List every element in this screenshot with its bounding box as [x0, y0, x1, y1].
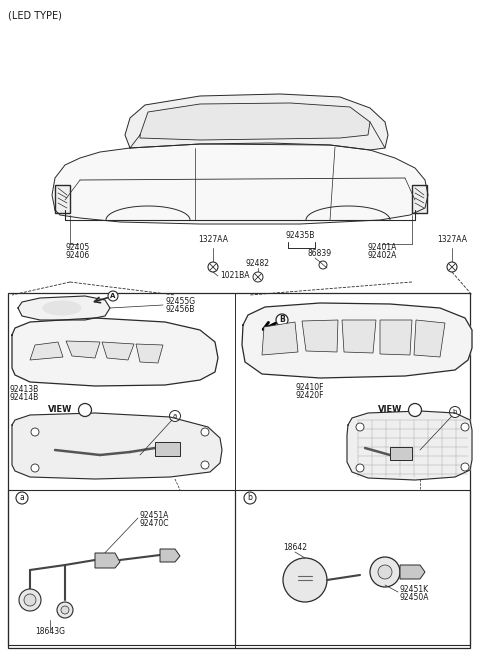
Text: 92413B: 92413B	[10, 386, 39, 394]
Circle shape	[447, 262, 457, 272]
Text: b: b	[453, 409, 457, 415]
Circle shape	[31, 464, 39, 472]
Polygon shape	[342, 320, 376, 353]
Polygon shape	[12, 413, 222, 479]
Text: 92470C: 92470C	[140, 518, 169, 528]
Bar	[55, 185, 70, 213]
Text: 92435B: 92435B	[285, 231, 315, 240]
Text: 1327AA: 1327AA	[198, 235, 228, 244]
Text: 92456B: 92456B	[165, 306, 194, 315]
Text: 92451K: 92451K	[400, 585, 429, 595]
Ellipse shape	[43, 301, 81, 315]
Text: 92401A: 92401A	[367, 244, 396, 252]
Polygon shape	[18, 296, 110, 320]
Text: 1021BA: 1021BA	[220, 271, 250, 281]
Polygon shape	[125, 94, 388, 150]
Text: 92420F: 92420F	[296, 392, 324, 401]
Text: 92414B: 92414B	[10, 394, 39, 403]
Text: B: B	[279, 315, 285, 325]
Text: a: a	[20, 493, 24, 503]
Circle shape	[79, 403, 92, 417]
Text: (LED TYPE): (LED TYPE)	[8, 10, 62, 20]
Polygon shape	[242, 303, 472, 378]
Circle shape	[24, 594, 36, 606]
Text: 92402A: 92402A	[367, 252, 396, 260]
Circle shape	[408, 403, 421, 417]
Polygon shape	[262, 322, 298, 355]
Polygon shape	[347, 411, 472, 480]
Circle shape	[461, 463, 469, 471]
Text: VIEW: VIEW	[48, 405, 72, 415]
Bar	[235, 490, 470, 645]
Polygon shape	[302, 320, 338, 352]
Circle shape	[19, 589, 41, 611]
Polygon shape	[380, 320, 412, 355]
Circle shape	[283, 558, 327, 602]
Text: VIEW: VIEW	[378, 405, 402, 415]
Circle shape	[276, 314, 288, 326]
Bar	[412, 185, 427, 213]
Circle shape	[208, 262, 218, 272]
Circle shape	[57, 602, 73, 618]
Circle shape	[461, 423, 469, 431]
Bar	[155, 442, 180, 456]
Text: A: A	[82, 405, 88, 415]
Circle shape	[356, 423, 364, 431]
Text: a: a	[173, 413, 177, 419]
Polygon shape	[136, 344, 163, 363]
Polygon shape	[160, 549, 180, 562]
Polygon shape	[414, 320, 445, 357]
Polygon shape	[12, 318, 218, 386]
Circle shape	[244, 492, 256, 504]
Text: 92410F: 92410F	[296, 384, 324, 392]
Circle shape	[356, 464, 364, 472]
Circle shape	[201, 461, 209, 469]
Text: b: b	[248, 493, 252, 503]
Circle shape	[16, 492, 28, 504]
Circle shape	[108, 291, 118, 301]
Polygon shape	[400, 565, 425, 579]
Text: 18642: 18642	[283, 543, 307, 553]
Text: 86839: 86839	[308, 250, 332, 258]
Polygon shape	[95, 553, 120, 568]
Circle shape	[201, 428, 209, 436]
Bar	[8, 293, 470, 648]
Text: 92451A: 92451A	[140, 510, 169, 520]
Circle shape	[378, 565, 392, 579]
Circle shape	[253, 272, 263, 282]
Text: B: B	[412, 405, 418, 415]
Polygon shape	[66, 341, 100, 358]
Circle shape	[370, 557, 400, 587]
Text: 92450A: 92450A	[400, 593, 430, 602]
Text: 18643G: 18643G	[35, 627, 65, 637]
Text: 92406: 92406	[66, 252, 90, 260]
Text: 92455G: 92455G	[165, 298, 195, 307]
Text: A: A	[110, 293, 116, 299]
Circle shape	[61, 606, 69, 614]
Text: 1327AA: 1327AA	[437, 235, 467, 244]
Circle shape	[319, 261, 327, 269]
Polygon shape	[140, 103, 370, 140]
Polygon shape	[102, 342, 134, 360]
Polygon shape	[30, 342, 63, 360]
Text: 92482: 92482	[246, 258, 270, 267]
Polygon shape	[52, 143, 428, 224]
Text: 92405: 92405	[66, 244, 90, 252]
Circle shape	[449, 407, 460, 417]
Circle shape	[169, 411, 180, 422]
Bar	[390, 447, 412, 460]
Bar	[8, 490, 235, 645]
Circle shape	[31, 428, 39, 436]
